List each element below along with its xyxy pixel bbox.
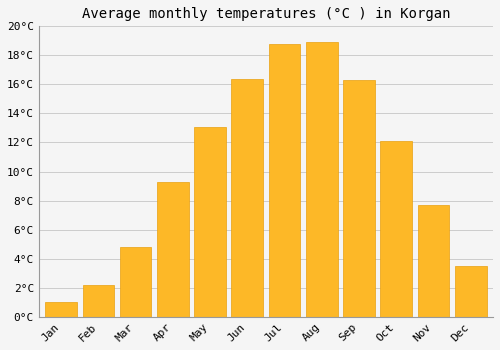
Title: Average monthly temperatures (°C ) in Korgan: Average monthly temperatures (°C ) in Ko… bbox=[82, 7, 450, 21]
Bar bbox=[157, 182, 188, 317]
Bar bbox=[194, 126, 226, 317]
Bar bbox=[82, 285, 114, 317]
Bar bbox=[455, 266, 486, 317]
Bar bbox=[343, 80, 375, 317]
Bar bbox=[268, 44, 300, 317]
Bar bbox=[418, 205, 450, 317]
Bar bbox=[232, 78, 263, 317]
Bar bbox=[46, 302, 77, 317]
Bar bbox=[306, 42, 338, 317]
Bar bbox=[120, 247, 152, 317]
Bar bbox=[380, 141, 412, 317]
